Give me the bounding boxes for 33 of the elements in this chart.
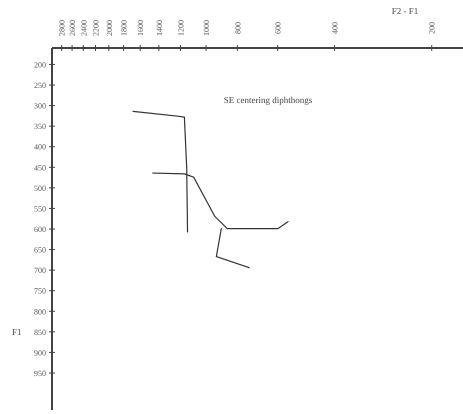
y-tick-label: 750 <box>34 286 46 296</box>
x-tick-label: 600 <box>274 22 283 34</box>
y-tick-label: 650 <box>34 246 46 255</box>
y-tick-label: 950 <box>34 368 46 378</box>
x-tick-label: 2800 <box>58 20 67 36</box>
y-tick-label: 300 <box>34 102 46 111</box>
y-tick-label: 200 <box>34 60 46 70</box>
y-tick-label: 250 <box>34 81 46 90</box>
y-tick-label: 550 <box>34 204 46 214</box>
y-tick-label: 450 <box>34 163 46 172</box>
x-tick-label: 1000 <box>202 20 212 36</box>
x-tick-label: 2000 <box>104 20 114 36</box>
y-tick-label: 400 <box>34 142 46 152</box>
y-axis-title: F1 <box>12 326 22 337</box>
x-tick-label: 400 <box>330 22 340 34</box>
y-tick-label: 900 <box>34 348 46 358</box>
x-tick-label: 1600 <box>136 20 146 36</box>
x-tick-label: 1200 <box>176 20 186 36</box>
y-tick-label: 850 <box>34 328 46 337</box>
y-tick-label: 500 <box>34 184 46 193</box>
x-tick-label: 1400 <box>154 20 164 36</box>
text: SE centering diphthongs <box>224 95 313 105</box>
y-tick-label: 700 <box>34 266 46 276</box>
x-tick-label: 2200 <box>91 20 100 36</box>
x-tick-label: 1800 <box>120 20 129 36</box>
x-tick-label: 2400 <box>79 20 88 36</box>
x-axis-title: F2 - F1 <box>392 6 418 16</box>
y-tick-label: 600 <box>34 225 46 234</box>
x-tick-label: 2600 <box>68 20 78 36</box>
y-tick-label: 350 <box>34 122 46 132</box>
x-tick-label: 200 <box>428 22 437 34</box>
y-tick-label: 800 <box>34 307 46 316</box>
x-tick-label: 800 <box>233 22 242 34</box>
